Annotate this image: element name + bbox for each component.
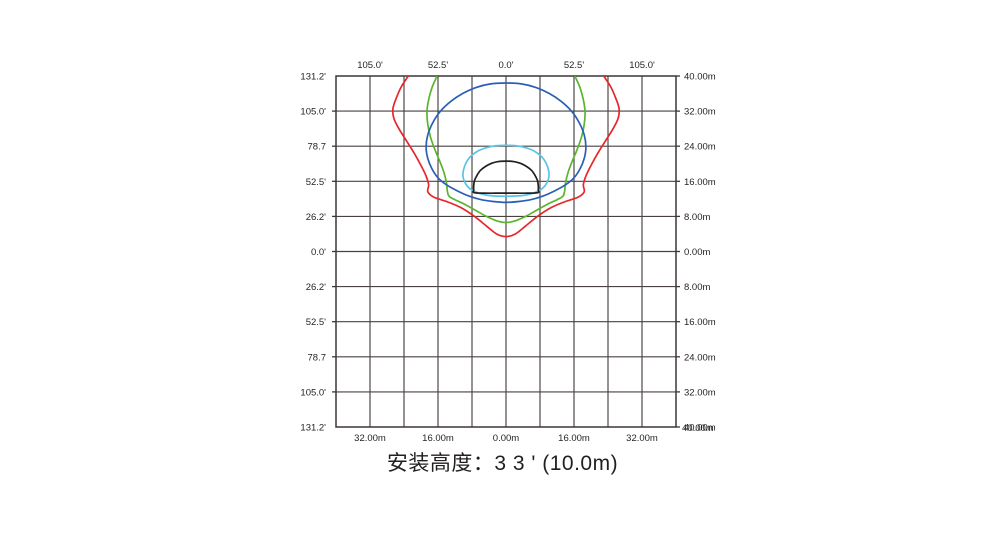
tick-label-bottom-4: 32.00m (626, 433, 658, 444)
tick-label-right-10: 40.00m (684, 423, 716, 434)
isolux-contour-blue (425, 82, 587, 204)
isolux-contour-black (472, 160, 540, 195)
tick-label-right-5: 0.00m (684, 247, 710, 258)
axis-tick-labels: 105.0' 52.5' 0.0' 52.5' 105.0' 32.00m 16.00m 0.… (300, 60, 715, 444)
tick-label-bottom-2: 0.00m (493, 433, 519, 444)
tick-label-left-3: 52.5' (306, 177, 326, 188)
isolux-contour-green (426, 76, 586, 224)
tick-label-left-9: 105.0' (300, 387, 326, 398)
tick-label-left-1: 105.0' (300, 107, 326, 118)
tick-label-left-4: 26.2' (306, 212, 326, 223)
tick-label-bottom-corner: 40.00m (682, 423, 714, 434)
tick-label-left-10: 131.2' (300, 423, 326, 434)
tick-label-right-6: 8.00m (684, 282, 710, 293)
tick-label-top-3: 52.5' (564, 60, 584, 71)
tick-label-right-2: 24.00m (684, 142, 716, 153)
tick-label-right-7: 16.00m (684, 317, 716, 328)
tick-label-top-4: 105.0' (629, 60, 655, 71)
tick-label-bottom-1: 16.00m (422, 433, 454, 444)
mounting-height-caption: 安装高度：3 3 ' (10.0m) (386, 452, 619, 475)
tick-label-left-0: 131.2' (300, 72, 326, 83)
tick-label-bottom-3: 16.00m (558, 433, 590, 444)
tick-label-right-0: 40.00m (684, 72, 716, 83)
tick-label-right-8: 24.00m (684, 352, 716, 363)
tick-label-top-0: 105.0' (357, 60, 383, 71)
tick-label-top-2: 0.0' (498, 60, 513, 71)
tick-label-bottom-0: 32.00m (354, 433, 386, 444)
tick-label-right-3: 16.00m (684, 177, 716, 188)
tick-label-left-2: 78.7 (308, 142, 327, 153)
tick-label-left-6: 26.2' (306, 282, 326, 293)
isolux-contour-cyan (462, 144, 550, 198)
grid-lines (336, 76, 676, 427)
tick-label-right-1: 32.00m (684, 107, 716, 118)
iso-curves (391, 76, 621, 238)
axis-ticks (332, 75, 680, 428)
tick-label-left-8: 78.7 (308, 352, 327, 363)
tick-label-right-9: 32.00m (684, 387, 716, 398)
tick-label-left-7: 52.5' (306, 317, 326, 328)
tick-label-right-4: 8.00m (684, 212, 710, 223)
tick-label-left-5: 0.0' (311, 247, 326, 258)
isolux-contour-red (391, 76, 621, 238)
tick-label-top-1: 52.5' (428, 60, 448, 71)
